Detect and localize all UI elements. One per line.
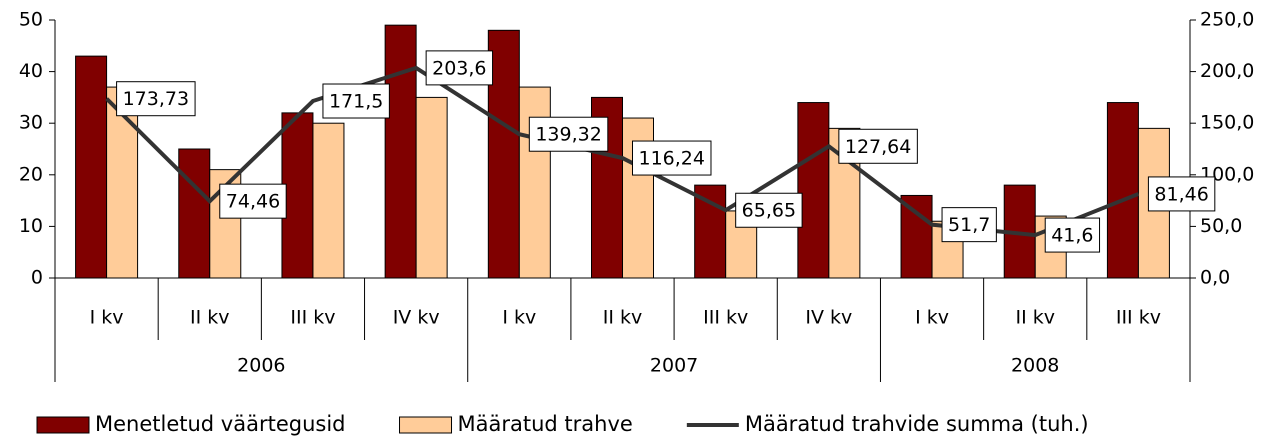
data-label: 41,6	[1051, 225, 1093, 247]
bar	[518, 86, 551, 279]
x-tick-label: I kv	[90, 307, 124, 329]
y-tick-label: 30	[19, 112, 43, 134]
bar	[487, 29, 520, 279]
x-tick-label: III kv	[703, 307, 748, 329]
x-group-label: 2008	[1011, 355, 1059, 377]
y2-tick-label: 0,0	[1200, 267, 1230, 289]
x-tick-label: I kv	[502, 307, 536, 329]
bar	[900, 194, 933, 279]
y2-tick-label: 50,0	[1200, 215, 1242, 237]
data-label: 203,6	[432, 57, 486, 79]
x-tick-label: IV kv	[393, 307, 440, 329]
legend-swatch	[36, 416, 90, 434]
x-group-label: 2006	[237, 355, 285, 377]
data-label-box	[219, 183, 287, 219]
x-tick-label: III kv	[290, 307, 335, 329]
data-label-box	[528, 116, 609, 152]
x-tick-label: IV kv	[805, 307, 852, 329]
x-tick-label: II kv	[603, 307, 643, 329]
bar	[281, 112, 314, 279]
bar	[75, 55, 108, 279]
data-label-box	[425, 50, 494, 86]
data-label: 116,24	[639, 148, 705, 170]
data-label: 81,46	[1154, 183, 1208, 205]
x-tick-label: III kv	[1116, 307, 1161, 329]
legend-label: Määratud trahvide summa (tuh.)	[745, 412, 1089, 436]
x-group-label: 2007	[650, 355, 698, 377]
data-label-box	[116, 81, 196, 117]
y-tick-label: 0	[31, 267, 43, 289]
bar	[178, 148, 211, 279]
y-tick-label: 20	[19, 163, 43, 185]
data-label-box	[322, 83, 390, 119]
y2-tick-label: 250,0	[1200, 9, 1254, 31]
data-label: 65,65	[742, 200, 796, 222]
y-tick-label: 10	[19, 215, 43, 237]
y2-tick-label: 200,0	[1200, 60, 1254, 82]
x-tick-label: I kv	[915, 307, 949, 329]
y-tick-label: 50	[19, 9, 43, 31]
data-label: 139,32	[535, 124, 601, 146]
data-label-box	[838, 128, 918, 164]
data-label-box	[941, 207, 997, 243]
data-label-box	[1147, 176, 1216, 212]
data-label-box	[1044, 217, 1101, 253]
legend-swatch	[399, 416, 453, 434]
x-tick-label: II kv	[190, 307, 230, 329]
data-label: 74,46	[226, 191, 280, 213]
data-label-box	[735, 192, 803, 228]
y-tick-label: 40	[19, 60, 43, 82]
data-label: 173,73	[123, 88, 189, 110]
bar	[797, 102, 830, 279]
x-tick-label: II kv	[1015, 307, 1055, 329]
data-label: 127,64	[845, 136, 911, 158]
bar	[384, 24, 417, 279]
bar	[106, 86, 139, 279]
data-label: 51,7	[948, 214, 990, 236]
data-label: 171,5	[329, 91, 383, 113]
bar	[415, 96, 448, 279]
bar	[1106, 102, 1139, 279]
legend-label: Menetletud väärtegusid	[95, 412, 346, 436]
bar	[312, 122, 345, 279]
data-label-box	[632, 140, 712, 176]
legend-label: Määratud trahve	[458, 412, 633, 436]
y2-tick-label: 150,0	[1200, 112, 1254, 134]
